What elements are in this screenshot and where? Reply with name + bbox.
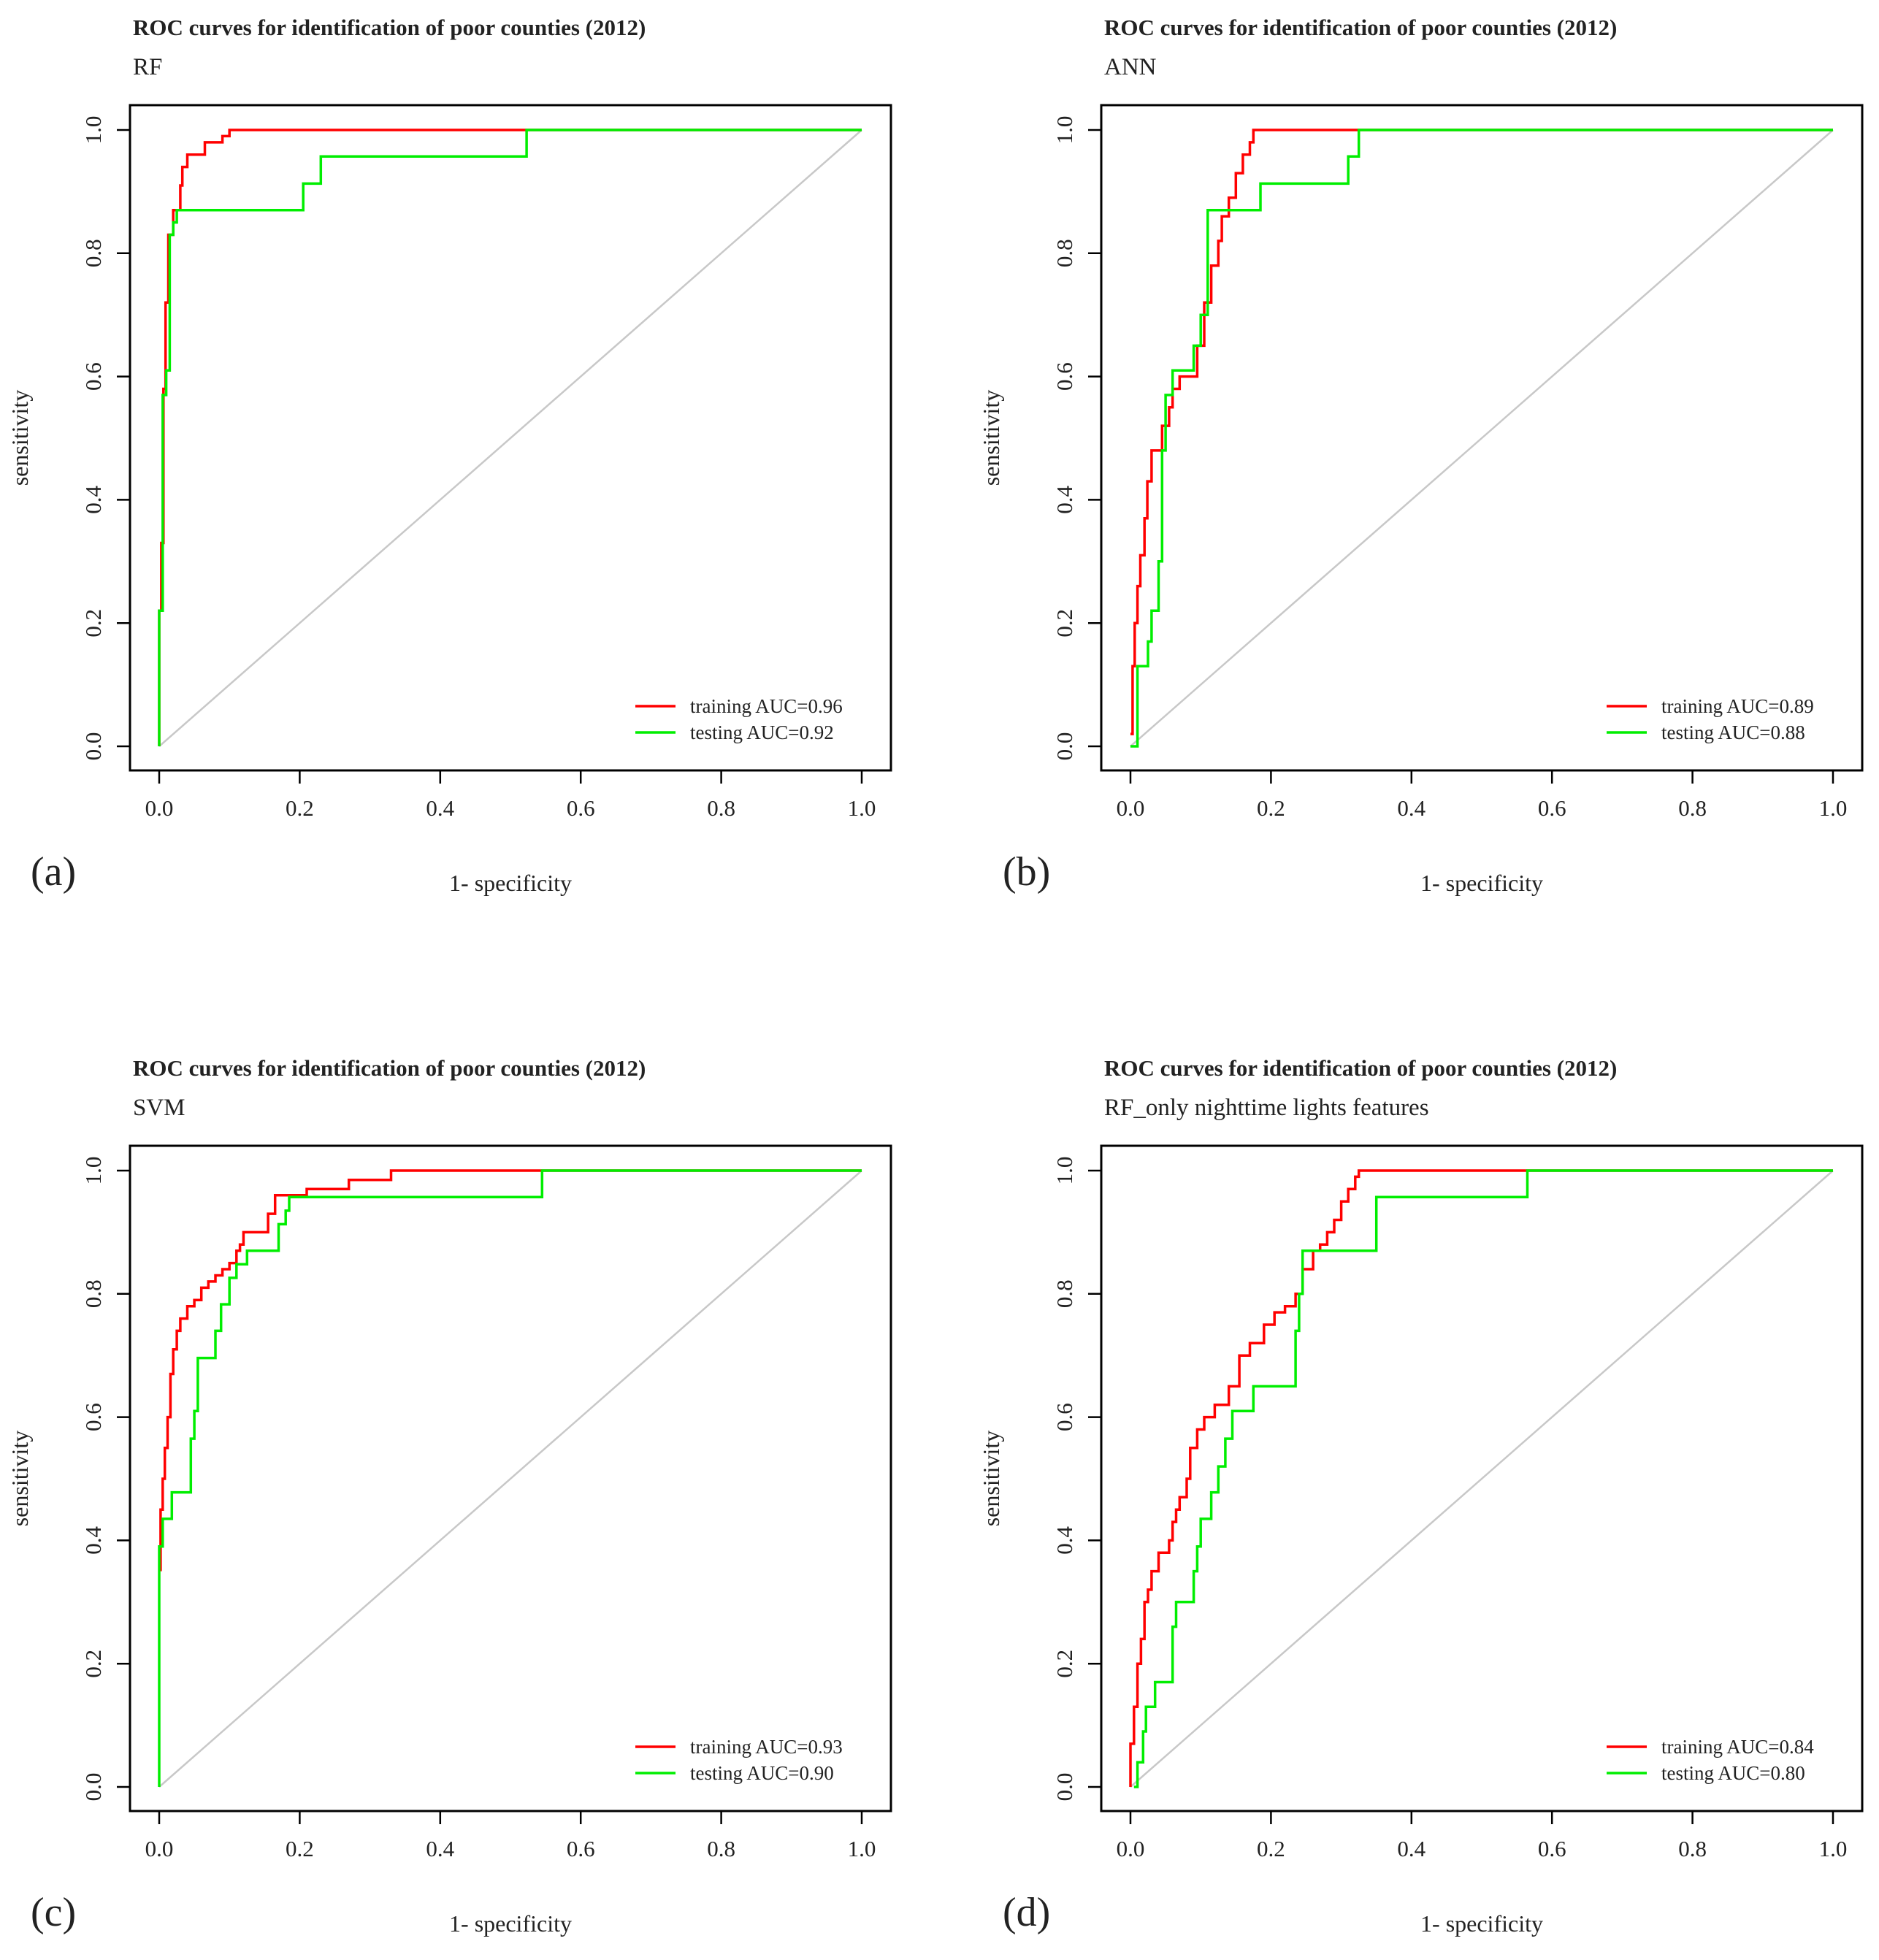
y-tick-label: 0.4 <box>1052 486 1077 514</box>
chart-subtitle: ANN <box>1104 54 1157 80</box>
y-tick-label: 0.2 <box>1052 1650 1077 1678</box>
series-line-training <box>1130 129 1833 735</box>
reference-diagonal-line <box>158 1170 862 1788</box>
reference-diagonal-line <box>158 129 862 747</box>
x-tick-label: 1.0 <box>848 795 876 821</box>
x-axis-label: 1- specificity <box>449 1910 572 1937</box>
x-tick-label: 0.2 <box>286 795 314 821</box>
plot-frame <box>129 104 892 772</box>
series-line-testing <box>1130 129 1833 748</box>
x-tick-label: 0.8 <box>707 1836 735 1861</box>
x-axis-label: 1- specificity <box>449 870 572 896</box>
x-tick-label: 0.4 <box>426 795 454 821</box>
y-tick-label: 0.0 <box>1052 732 1077 761</box>
chart-subtitle: RF <box>133 54 162 80</box>
plot-frame <box>129 1144 892 1812</box>
reference-diagonal-line <box>1130 129 1834 747</box>
roc-panel-2: ROC curves for identification of poor co… <box>978 15 1864 896</box>
x-tick-label: 0.2 <box>1257 795 1285 821</box>
roc-panel-3: ROC curves for identification of poor co… <box>7 1055 892 1937</box>
x-tick-label: 0.2 <box>286 1836 314 1861</box>
x-tick-label: 0.8 <box>1678 795 1707 821</box>
chart-title: ROC curves for identification of poor co… <box>133 15 646 40</box>
y-tick-label: 0.2 <box>80 1650 106 1678</box>
y-tick-label: 1.0 <box>1052 116 1077 145</box>
y-tick-label: 0.4 <box>80 486 106 514</box>
legend-label-testing: testing AUC=0.92 <box>690 721 834 743</box>
y-tick-label: 0.6 <box>80 1403 106 1431</box>
panel-label: (c) <box>31 1890 76 1935</box>
y-tick-label: 0.6 <box>1052 1403 1077 1431</box>
legend-label-testing: testing AUC=0.90 <box>690 1762 834 1784</box>
chart-subtitle: RF_only nighttime lights features <box>1104 1095 1429 1121</box>
y-axis-label: sensitivity <box>978 390 1004 486</box>
legend-label-training: training AUC=0.89 <box>1661 695 1814 717</box>
y-axis-label: sensitivity <box>7 390 33 486</box>
y-tick-label: 1.0 <box>1052 1157 1077 1185</box>
y-tick-label: 0.6 <box>1052 362 1077 391</box>
x-tick-label: 0.8 <box>707 795 735 821</box>
y-tick-label: 0.6 <box>80 362 106 391</box>
legend-label-testing: testing AUC=0.80 <box>1661 1762 1805 1784</box>
x-tick-label: 0.6 <box>567 1836 595 1861</box>
y-tick-label: 0.0 <box>80 732 106 761</box>
legend-label-training: training AUC=0.96 <box>690 695 843 717</box>
plot-frame <box>1100 1144 1864 1812</box>
x-tick-label: 0.4 <box>1397 1836 1425 1861</box>
chart-title: ROC curves for identification of poor co… <box>1104 1055 1617 1081</box>
x-tick-label: 0.6 <box>1538 795 1566 821</box>
x-tick-label: 0.0 <box>145 795 174 821</box>
y-tick-label: 0.2 <box>80 609 106 638</box>
x-axis-label: 1- specificity <box>1420 1910 1543 1937</box>
x-tick-label: 0.6 <box>1538 1836 1566 1861</box>
panel-label: (b) <box>1003 849 1050 895</box>
series-line-testing <box>1133 1169 1833 1788</box>
x-axis-label: 1- specificity <box>1420 870 1543 896</box>
y-tick-label: 0.4 <box>80 1526 106 1555</box>
legend-label-testing: testing AUC=0.88 <box>1661 721 1805 743</box>
chart-subtitle: SVM <box>133 1095 185 1121</box>
x-tick-label: 0.0 <box>1117 795 1145 821</box>
y-tick-label: 1.0 <box>80 1157 106 1185</box>
y-axis-label: sensitivity <box>978 1431 1004 1527</box>
series-line-training <box>1129 1169 1833 1787</box>
legend-label-training: training AUC=0.84 <box>1661 1736 1814 1758</box>
chart-title: ROC curves for identification of poor co… <box>133 1055 646 1081</box>
x-tick-label: 1.0 <box>1819 795 1848 821</box>
x-tick-label: 0.8 <box>1678 1836 1707 1861</box>
roc-panel-1: ROC curves for identification of poor co… <box>7 15 892 896</box>
x-tick-label: 0.0 <box>145 1836 174 1861</box>
y-tick-label: 1.0 <box>80 116 106 145</box>
x-tick-label: 0.4 <box>426 1836 454 1861</box>
series-line-training <box>159 1169 862 1572</box>
panel-label: (a) <box>31 849 76 895</box>
y-tick-label: 0.8 <box>1052 1279 1077 1308</box>
y-tick-label: 0.8 <box>1052 239 1077 267</box>
y-tick-label: 0.8 <box>80 239 106 267</box>
x-tick-label: 0.4 <box>1397 795 1425 821</box>
panel-label: (d) <box>1003 1890 1050 1935</box>
roc-panel-4: ROC curves for identification of poor co… <box>978 1055 1864 1937</box>
reference-diagonal-line <box>1130 1170 1834 1788</box>
x-tick-label: 0.2 <box>1257 1836 1285 1861</box>
chart-title: ROC curves for identification of poor co… <box>1104 15 1617 40</box>
plot-frame <box>1100 104 1864 772</box>
y-tick-label: 0.4 <box>1052 1526 1077 1555</box>
series-line-testing <box>158 1169 862 1787</box>
y-tick-label: 0.0 <box>1052 1773 1077 1802</box>
y-tick-label: 0.2 <box>1052 609 1077 638</box>
y-tick-label: 0.8 <box>80 1279 106 1308</box>
x-tick-label: 1.0 <box>848 1836 876 1861</box>
x-tick-label: 1.0 <box>1819 1836 1848 1861</box>
y-axis-label: sensitivity <box>7 1431 33 1527</box>
x-tick-label: 0.0 <box>1117 1836 1145 1861</box>
y-tick-label: 0.0 <box>80 1773 106 1802</box>
series-line-testing <box>158 129 862 746</box>
legend-label-training: training AUC=0.93 <box>690 1736 843 1758</box>
x-tick-label: 0.6 <box>567 795 595 821</box>
